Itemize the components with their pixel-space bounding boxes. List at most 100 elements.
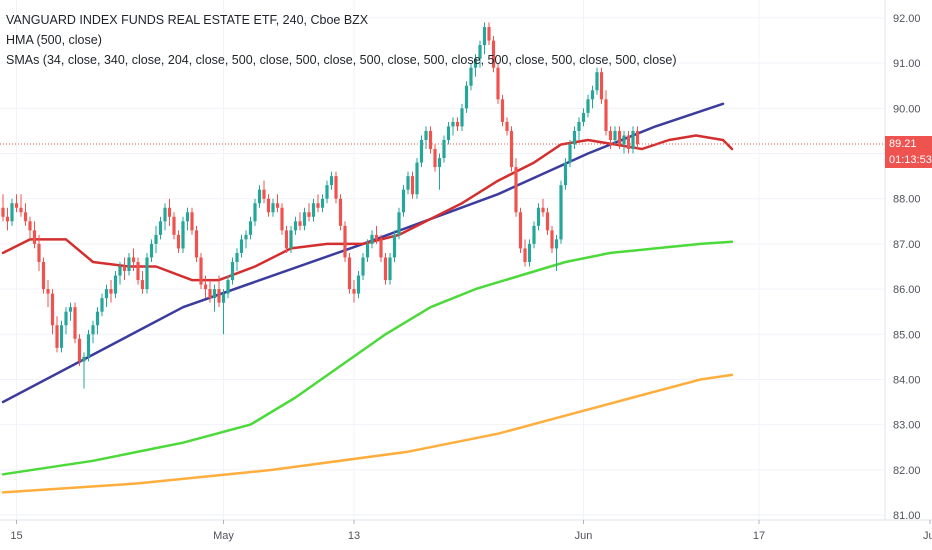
candle [514,158,518,217]
candle-body [55,325,59,348]
time-tick-label: 17 [753,530,765,542]
candle [523,239,527,267]
candle-body [626,135,631,150]
price-tick-label: 90.00 [893,103,921,115]
candle-body [32,230,37,244]
candle [190,207,194,235]
candle [158,216,163,240]
candle-body [298,221,302,226]
candle-body [586,99,590,113]
candle [559,180,563,244]
candle [478,40,482,68]
time-tick-label: 13 [348,530,360,542]
candle-body [271,203,275,213]
candle-body [68,307,73,312]
hma-legend[interactable]: HMA (500, close) [6,33,102,47]
candle [622,130,626,154]
candle [572,126,577,150]
time-axis[interactable] [0,520,932,550]
candle [68,302,73,321]
candle [289,225,293,253]
candle [509,126,514,172]
price-tick-label: 88.00 [893,194,921,206]
candle-body [577,121,581,131]
candle [590,85,595,109]
candle [410,171,415,199]
candle-body [266,198,271,213]
candle [383,252,388,285]
candle [473,54,478,77]
candle [46,280,50,308]
candle-body [284,230,289,249]
candle [320,194,325,213]
candle [311,198,316,222]
candle [595,67,599,95]
candle [266,194,271,217]
candle-body [455,121,460,127]
sma-legend[interactable]: SMAs (34, close, 340, close, 204, close,… [6,53,677,67]
candle [176,230,181,253]
candle-body [370,234,374,244]
candle [608,126,613,150]
candle-body [262,189,266,199]
candle-body [185,212,190,222]
candle-body [388,257,392,281]
candle [109,280,113,303]
candle-body [437,158,442,168]
candle-body [257,189,262,204]
candle-body [280,207,284,231]
candle-body [50,293,55,326]
candle [437,153,442,190]
candle-body [334,176,338,199]
candle-body [478,45,482,59]
candle [568,139,572,168]
candle-body [604,99,608,131]
candle [37,234,41,272]
candle [581,108,586,127]
candle [491,36,496,73]
candle [271,198,275,217]
candle-body [208,289,212,299]
candle-body [622,135,626,145]
candle [163,203,167,231]
candle [455,117,460,131]
candle [172,212,176,240]
candle [545,207,550,235]
candle-body [19,207,23,213]
candle [460,103,464,131]
candle [307,203,311,222]
candle [424,126,428,150]
candle [554,234,559,272]
chart-title: VANGUARD INDEX FUNDS REAL ESTATE ETF, 24… [6,13,369,27]
candle-body [374,234,379,240]
candle [527,239,532,267]
candle [136,257,140,285]
candle [388,252,392,285]
candle-body [59,325,64,348]
candle-body [167,207,172,217]
price-tick-label: 84.00 [893,374,921,386]
candle-body [433,149,437,168]
candle-body [451,121,455,127]
candle-body [464,85,469,109]
candle-body [514,167,518,213]
candle [199,252,203,290]
candle [100,293,104,317]
candle-body [244,234,248,240]
candle-body [145,257,149,290]
price-axis[interactable] [885,0,932,520]
candle-body [28,221,32,231]
price-axis-labels: 81.00 82.00 83.00 84.00 85.00 86.00 87.00 88.00… [893,13,921,522]
candle-body [302,212,307,226]
candle-body [217,289,221,303]
candle [487,22,491,46]
candle-body [118,266,122,276]
candle [298,212,302,231]
candle [235,248,239,272]
candle [149,239,154,262]
candle [181,216,185,253]
candle-body [104,289,109,299]
candle [253,198,257,226]
candle [316,194,320,213]
